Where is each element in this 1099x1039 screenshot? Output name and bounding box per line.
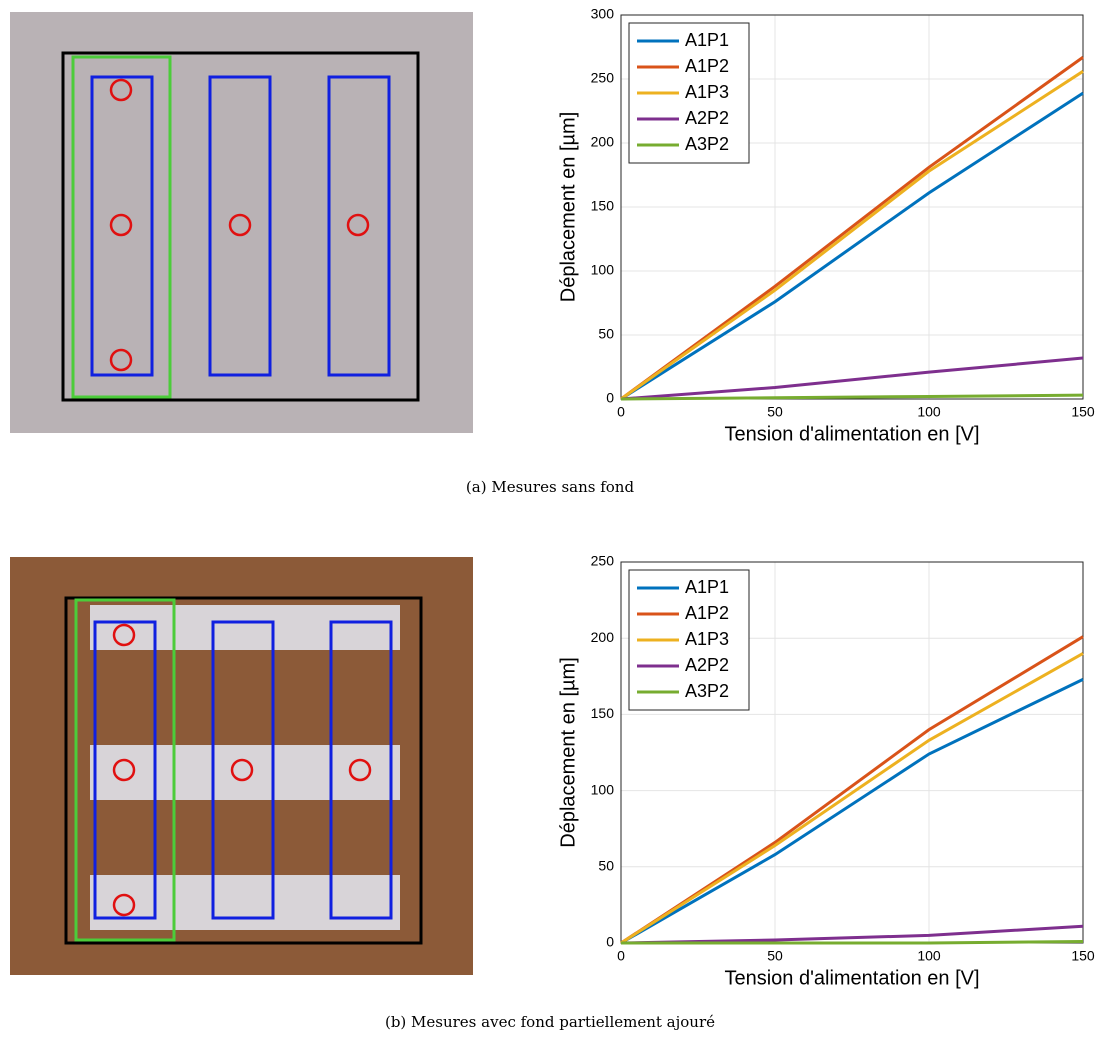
plot-frame — [620, 14, 1084, 400]
x-tick-label: 150 — [1071, 404, 1095, 420]
y-tick-label: 300 — [591, 6, 615, 22]
x-tick-label: 150 — [1071, 948, 1095, 964]
legend-label: A1P1 — [685, 577, 729, 597]
x-tick-label: 0 — [617, 404, 625, 420]
series-line — [620, 652, 1084, 945]
y-tick-label: 200 — [591, 629, 615, 645]
y-tick-label: 50 — [598, 326, 614, 342]
legend-label: A1P2 — [685, 603, 729, 623]
series-line — [620, 91, 1084, 401]
y-tick-label: 50 — [598, 858, 614, 874]
x-tick-label: 0 — [617, 948, 625, 964]
y-tick-label: 100 — [591, 781, 615, 797]
legend-label: A1P3 — [685, 629, 729, 649]
y-tick-label: 250 — [591, 553, 615, 569]
series-line — [621, 939, 1084, 945]
y-tick-label: 250 — [591, 70, 615, 86]
photo-a — [10, 12, 473, 433]
y-tick-label: 200 — [591, 134, 615, 150]
caption: (b) Mesures avec fond partiellement ajou… — [385, 1013, 715, 1031]
x-tick-label: 50 — [767, 404, 783, 420]
y-tick-label: 100 — [591, 262, 615, 278]
y-tick-label: 0 — [606, 390, 614, 406]
legend-label: A2P2 — [685, 108, 729, 128]
x-axis-label: Tension d'alimentation en [V] — [724, 967, 979, 989]
y-axis-label: Déplacement en [µm] — [557, 112, 579, 303]
y-tick-label: 150 — [591, 198, 615, 214]
x-tick-label: 100 — [917, 948, 941, 964]
series-line — [620, 393, 1084, 401]
series-line — [620, 677, 1084, 945]
legend-label: A2P2 — [685, 655, 729, 675]
x-axis-label: Tension d'alimentation en [V] — [724, 423, 979, 445]
x-tick-label: 50 — [767, 948, 783, 964]
y-axis-label: Déplacement en [µm] — [557, 657, 579, 848]
caption: (a) Mesures sans fond — [466, 478, 635, 496]
legend-label: A1P3 — [685, 82, 729, 102]
legend-label: A1P2 — [685, 56, 729, 76]
series-line — [620, 70, 1084, 401]
y-tick-label: 0 — [606, 934, 614, 950]
legend-label: A1P1 — [685, 30, 729, 50]
legend-label: A3P2 — [685, 134, 729, 154]
photo-b — [10, 557, 473, 975]
series-line — [620, 356, 1084, 401]
legend-label: A3P2 — [685, 681, 729, 701]
y-tick-label: 150 — [591, 705, 615, 721]
x-tick-label: 100 — [917, 404, 941, 420]
series-line — [620, 924, 1084, 945]
series-line — [620, 56, 1084, 401]
